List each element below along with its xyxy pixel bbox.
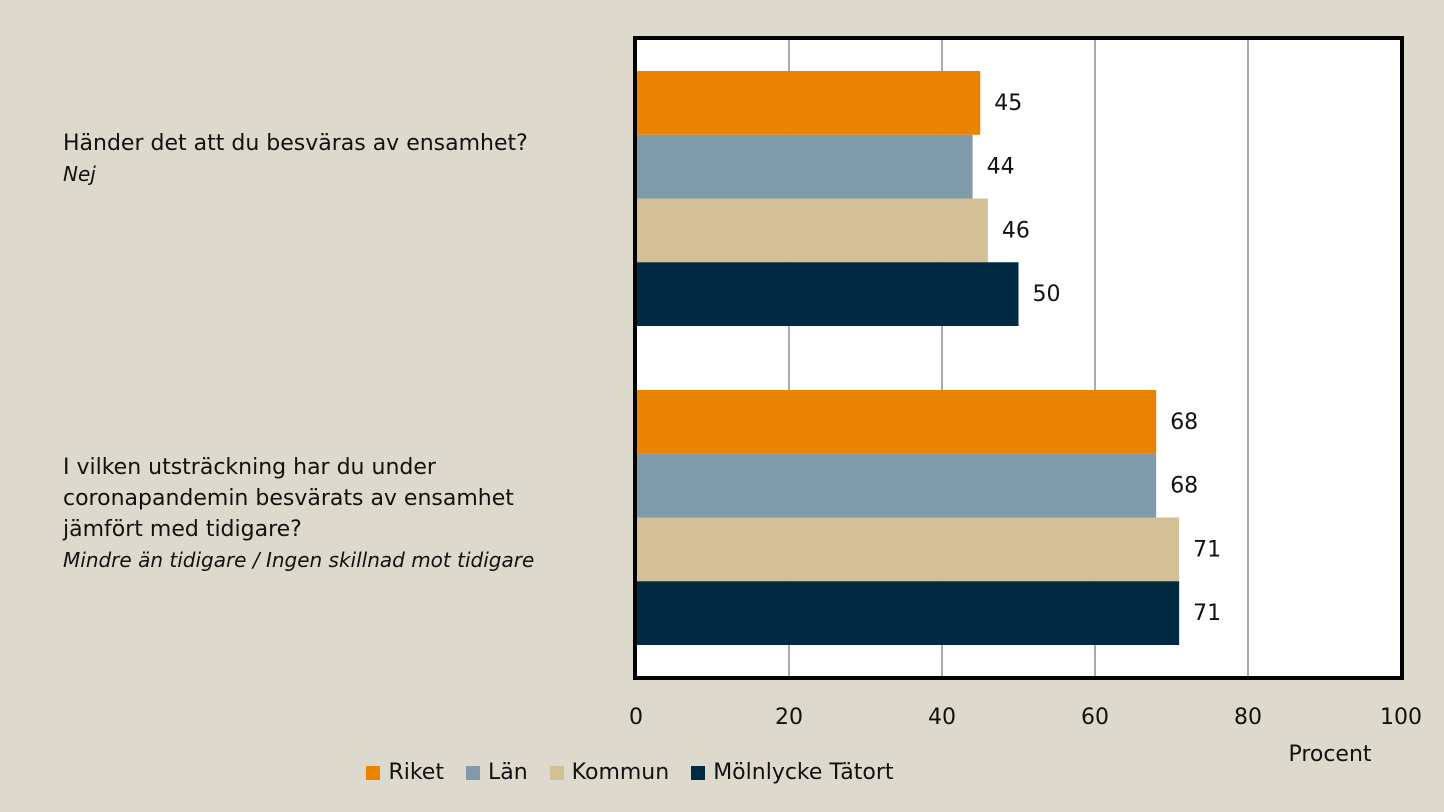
legend-swatch <box>366 765 381 780</box>
bar <box>636 581 1180 645</box>
bar <box>636 134 973 199</box>
category-label: Händer det att du besväras av ensamhet? N… <box>63 128 543 190</box>
legend-swatch <box>465 765 480 780</box>
category-text: Händer det att du besväras av ensamhet? <box>63 131 528 156</box>
bar <box>636 198 988 263</box>
legend-label: Riket <box>388 760 444 785</box>
bar <box>636 262 1019 326</box>
bar <box>636 453 1157 518</box>
legend: Riket Län Kommun Mölnlycke Tätort <box>0 760 1260 785</box>
x-tick-label: 20 <box>775 705 803 730</box>
category-label: I vilken utsträckning har du under coron… <box>63 452 543 576</box>
legend-label: Kommun <box>571 760 670 785</box>
x-tick-label: 0 <box>629 705 643 730</box>
legend-item: Län <box>465 760 528 785</box>
category-subtitle: Mindre än tidigare / Ingen skillnad mot … <box>63 548 535 572</box>
legend-item: Riket <box>366 760 444 785</box>
bar <box>636 517 1180 582</box>
legend-swatch <box>549 765 564 780</box>
x-axis-label: Procent <box>1288 742 1371 767</box>
plot-border <box>633 36 1404 680</box>
legend-label: Mölnlycke Tätort <box>713 760 894 785</box>
bar <box>636 390 1157 454</box>
bar <box>636 71 981 135</box>
value-label: 68 <box>1170 410 1198 435</box>
x-tick-label: 80 <box>1234 705 1262 730</box>
value-label: 45 <box>994 91 1022 116</box>
value-label: 68 <box>1170 474 1198 499</box>
value-label: 50 <box>1033 282 1061 307</box>
x-tick-label: 40 <box>928 705 956 730</box>
category-subtitle: Nej <box>63 162 96 186</box>
value-label: 71 <box>1193 601 1221 626</box>
legend-label: Län <box>487 760 528 785</box>
x-tick-label: 100 <box>1380 705 1422 730</box>
category-text: I vilken utsträckning har du under coron… <box>63 455 514 542</box>
value-label: 71 <box>1193 537 1221 562</box>
value-label: 44 <box>987 155 1015 180</box>
legend-swatch <box>691 765 706 780</box>
legend-item: Mölnlycke Tätort <box>691 760 894 785</box>
value-label: 46 <box>1002 218 1030 243</box>
legend-item: Kommun <box>549 760 670 785</box>
x-tick-label: 60 <box>1081 705 1109 730</box>
